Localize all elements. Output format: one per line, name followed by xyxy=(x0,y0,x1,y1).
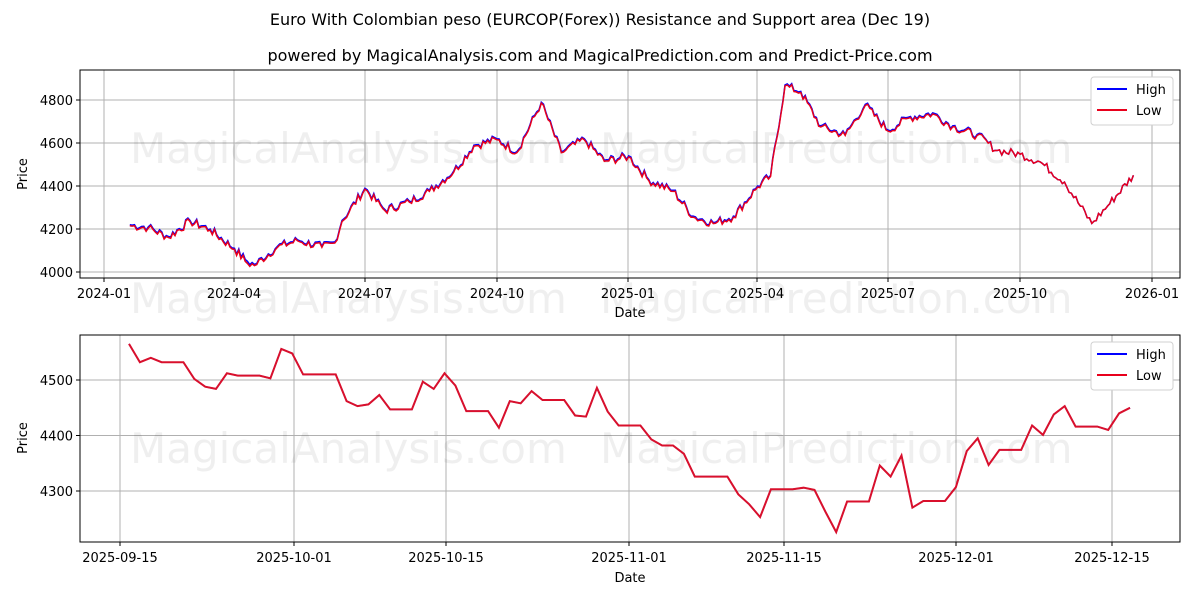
top-xtick-label: 2025-10 xyxy=(993,287,1047,302)
top-xtick-label: 2024-01 xyxy=(77,287,131,302)
top-xtick-label: 2024-04 xyxy=(207,287,261,302)
bottom-xtick-label: 2025-10-15 xyxy=(408,551,484,566)
top-axes-frame xyxy=(79,69,1181,279)
top-plot: MagicalAnalysis.com MagicalPrediction.co… xyxy=(16,69,1181,321)
top-high-line xyxy=(129,82,1135,266)
top-grid xyxy=(80,70,1180,278)
watermark-mid-right: MagicalPrediction.com xyxy=(600,274,1073,323)
top-xlabel: Date xyxy=(614,306,645,321)
top-xtick-label: 2026-01 xyxy=(1125,287,1179,302)
bottom-ytick-label: 4300 xyxy=(40,485,73,500)
bottom-low-line xyxy=(128,343,1131,535)
top-ticks: 2024-01 2024-04 2024-07 2024-10 2025-01 2025-… xyxy=(40,94,1179,302)
top-ytick-label: 4800 xyxy=(40,94,73,109)
top-ytick-label: 4600 xyxy=(40,137,73,152)
top-xtick-label: 2024-10 xyxy=(470,287,524,302)
chart-title: Euro With Colombian peso (EURCOP(Forex))… xyxy=(269,10,931,29)
bottom-plot: MagicalAnalysis.com MagicalPrediction.co… xyxy=(16,274,1181,586)
legend-high-label: High xyxy=(1136,83,1166,98)
bottom-grid xyxy=(80,335,1180,542)
bottom-xlabel: Date xyxy=(614,571,645,586)
watermark-top-left: MagicalAnalysis.com xyxy=(130,124,567,173)
top-xtick-label: 2024-07 xyxy=(338,287,392,302)
top-ytick-label: 4400 xyxy=(40,180,73,195)
top-xtick-label: 2025-07 xyxy=(861,287,915,302)
bottom-ytick-label: 4400 xyxy=(40,430,73,445)
bottom-series xyxy=(128,343,1131,535)
legend-low-label: Low xyxy=(1136,369,1162,384)
bottom-xtick-label: 2025-12-01 xyxy=(918,551,994,566)
top-ytick-label: 4200 xyxy=(40,223,73,238)
bottom-xtick-label: 2025-11-15 xyxy=(746,551,822,566)
top-ytick-label: 4000 xyxy=(40,266,73,281)
bottom-ylabel: Price xyxy=(16,422,31,454)
bottom-ticks: 2025-09-15 2025-10-01 2025-10-15 2025-11-01… xyxy=(40,374,1150,566)
bottom-legend: High Low xyxy=(1090,341,1174,391)
watermark-bottom-left: MagicalAnalysis.com xyxy=(130,424,567,473)
top-xtick-label: 2025-04 xyxy=(730,287,784,302)
top-low-line xyxy=(129,83,1135,268)
bottom-axes-frame xyxy=(79,334,1181,543)
top-legend: High Low xyxy=(1090,76,1174,126)
top-xtick-label: 2025-01 xyxy=(601,287,655,302)
legend-low-label: Low xyxy=(1136,104,1162,119)
chart-subtitle: powered by MagicalAnalysis.com and Magic… xyxy=(267,46,933,65)
bottom-xtick-label: 2025-09-15 xyxy=(82,551,158,566)
bottom-xtick-label: 2025-12-15 xyxy=(1074,551,1150,566)
top-ylabel: Price xyxy=(16,158,31,190)
bottom-ytick-label: 4500 xyxy=(40,374,73,389)
bottom-xtick-label: 2025-10-01 xyxy=(256,551,332,566)
top-series xyxy=(129,82,1135,268)
watermark-bottom-right: MagicalPrediction.com xyxy=(600,424,1073,473)
watermark-mid-left: MagicalAnalysis.com xyxy=(130,274,567,323)
legend-high-label: High xyxy=(1136,348,1166,363)
bottom-xtick-label: 2025-11-01 xyxy=(591,551,667,566)
